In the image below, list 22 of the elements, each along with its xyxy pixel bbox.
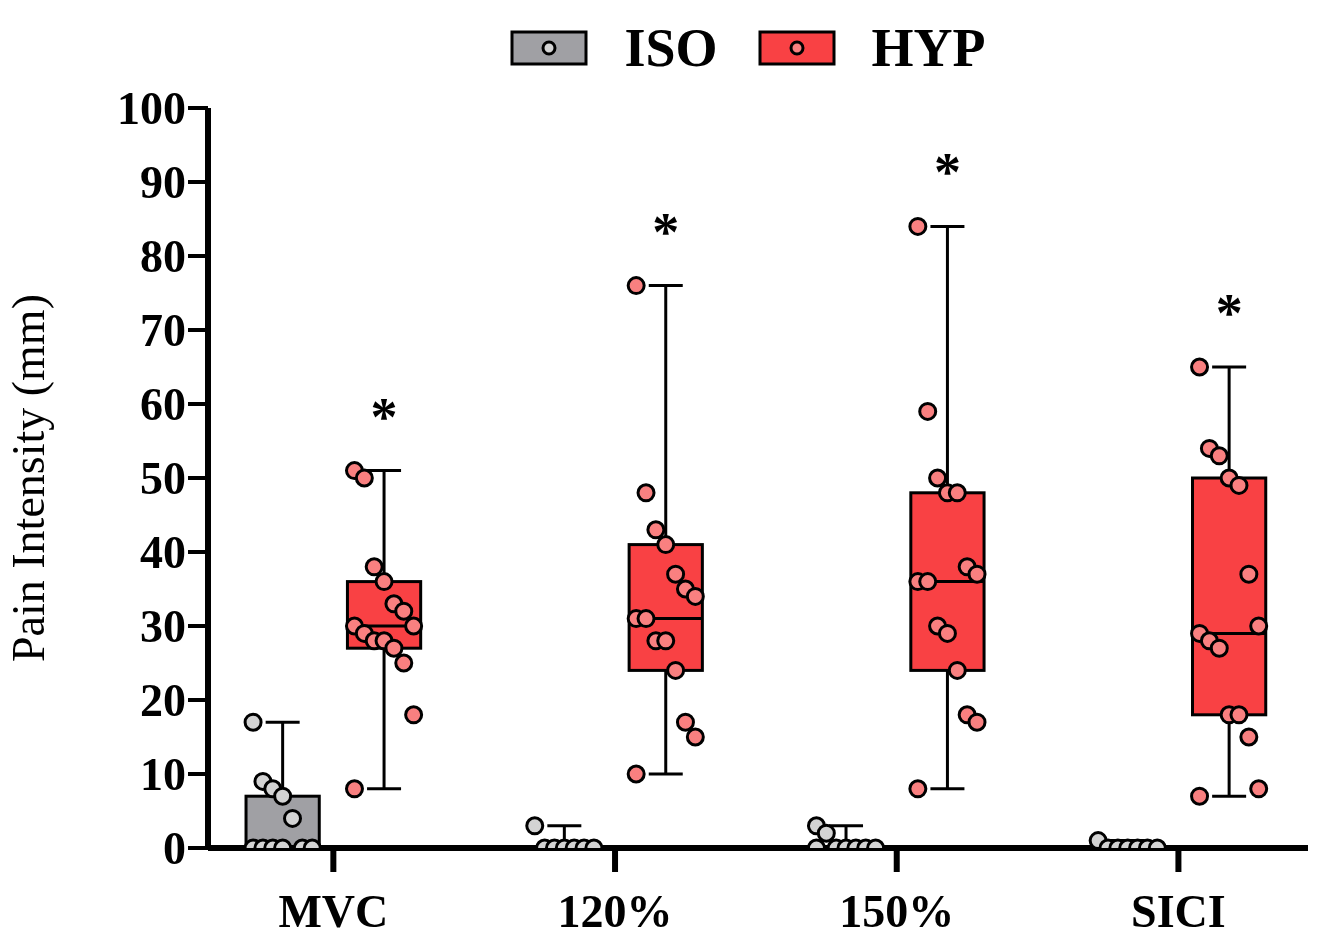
y-tick-label: 90 bbox=[140, 157, 186, 209]
y-tick-label: 40 bbox=[140, 527, 186, 579]
annotation: * bbox=[1215, 283, 1243, 343]
y-tick-label: 20 bbox=[140, 675, 186, 727]
y-axis-title: Pain Intensity (mm) bbox=[3, 294, 55, 662]
x-tick-label: 120% bbox=[557, 885, 673, 937]
y-tick-label: 70 bbox=[140, 305, 186, 357]
y-tick-label: 60 bbox=[140, 379, 186, 431]
y-tick-label: 10 bbox=[140, 749, 186, 801]
y-tick-label: 80 bbox=[140, 231, 186, 283]
legend-label: ISO bbox=[624, 17, 718, 79]
annotation: * bbox=[370, 386, 398, 447]
y-tick-label: 100 bbox=[117, 83, 186, 135]
y-tick-label: 30 bbox=[140, 601, 186, 653]
legend-label: HYP bbox=[871, 17, 986, 79]
x-tick-label: MVC bbox=[278, 885, 389, 937]
y-tick-label: 0 bbox=[163, 823, 186, 875]
x-tick-label: SICI bbox=[1131, 885, 1226, 937]
annotation: * bbox=[933, 142, 961, 203]
y-tick-label: 50 bbox=[140, 453, 186, 505]
annotation: * bbox=[652, 201, 680, 262]
x-tick-label: 150% bbox=[839, 885, 955, 937]
